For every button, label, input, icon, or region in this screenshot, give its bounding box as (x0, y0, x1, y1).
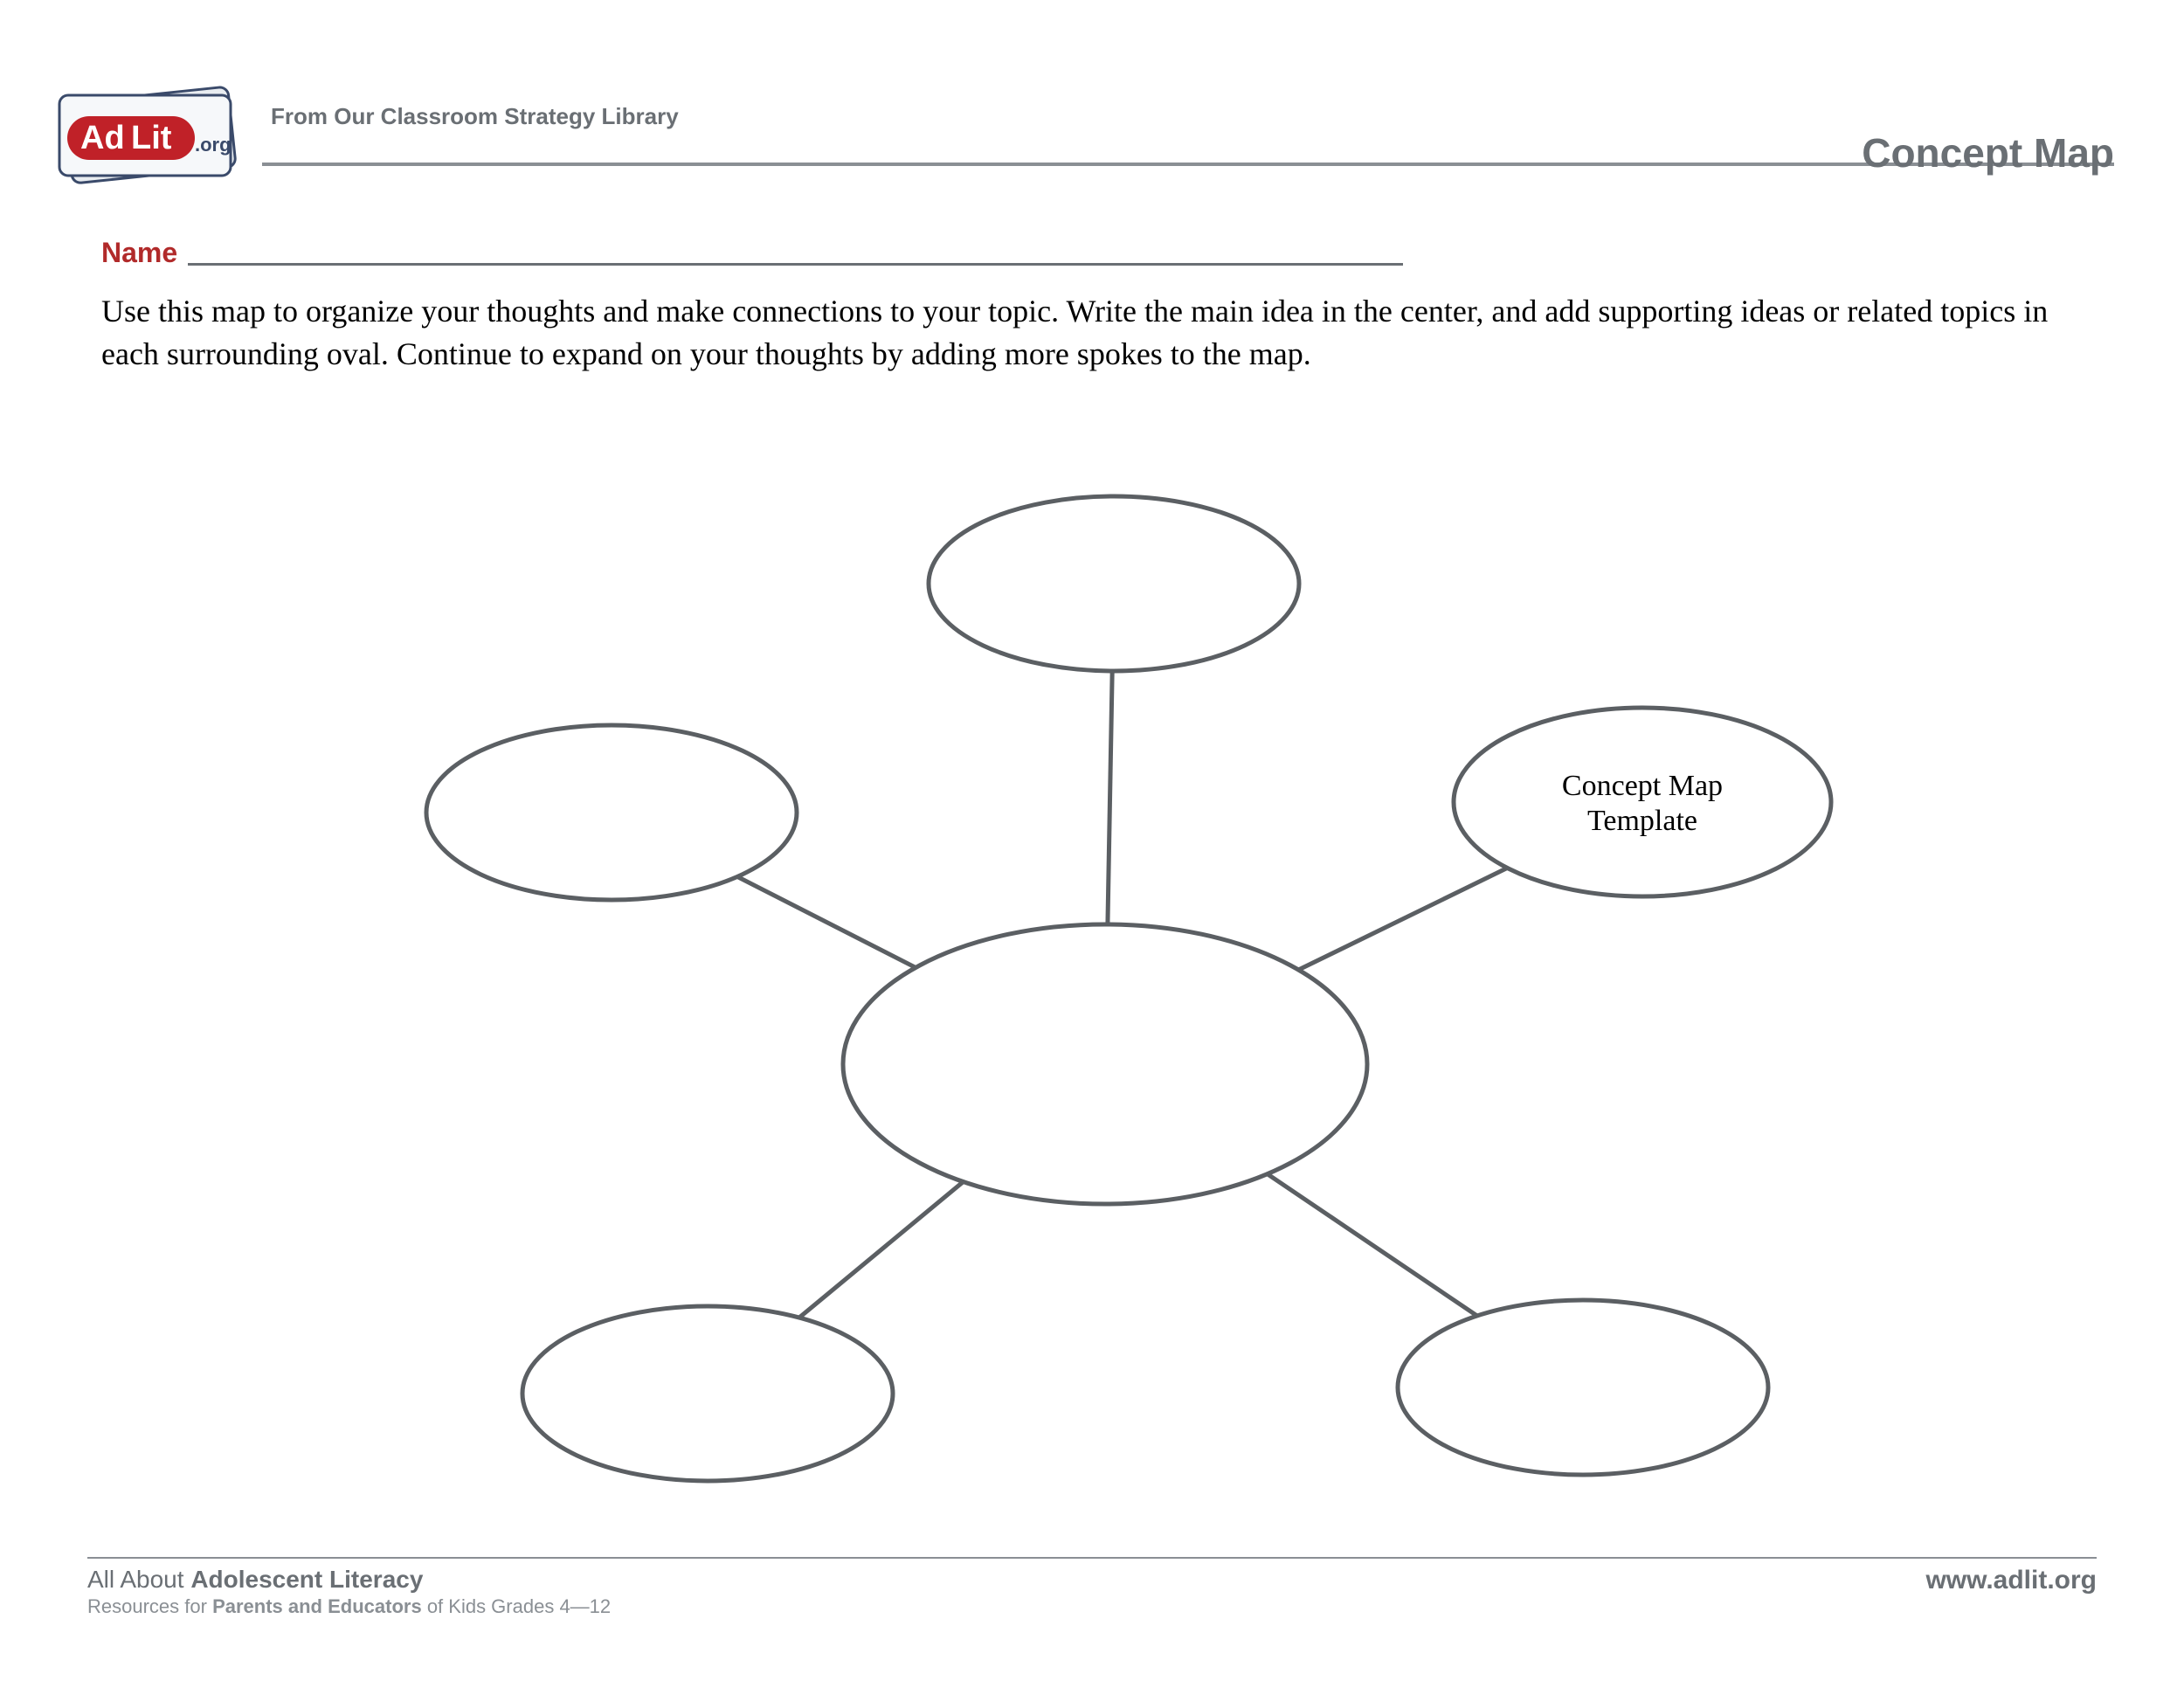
concept-node-lower-left (522, 1306, 893, 1481)
footer-line2: Resources for Parents and Educators of K… (87, 1595, 2097, 1618)
concept-edge-upper-right (1298, 868, 1507, 970)
concept-map-diagram: Concept MapTemplate (0, 0, 2184, 1688)
concept-node-upper-right (1454, 708, 1831, 896)
concept-edge-upper-left (737, 876, 916, 967)
footer-url: www.adlit.org (1925, 1566, 2097, 1595)
concept-node-upper-right-label: Concept Map (1562, 770, 1723, 802)
concept-node-upper-right-label2: Template (1587, 805, 1697, 837)
page: Ad Lit .org From Our Classroom Strategy … (0, 0, 2184, 1688)
concept-edge-top (1108, 671, 1112, 924)
concept-node-center (843, 924, 1367, 1204)
concept-edge-lower-right (1268, 1174, 1477, 1316)
footer: All About Adolescent Literacy Resources … (87, 1557, 2097, 1618)
concept-node-lower-right (1398, 1300, 1768, 1475)
concept-edge-lower-left (799, 1182, 964, 1318)
concept-node-top (929, 496, 1299, 671)
footer-line1: All About Adolescent Literacy (87, 1566, 2097, 1594)
concept-node-upper-left (426, 725, 797, 900)
footer-rule (87, 1557, 2097, 1559)
